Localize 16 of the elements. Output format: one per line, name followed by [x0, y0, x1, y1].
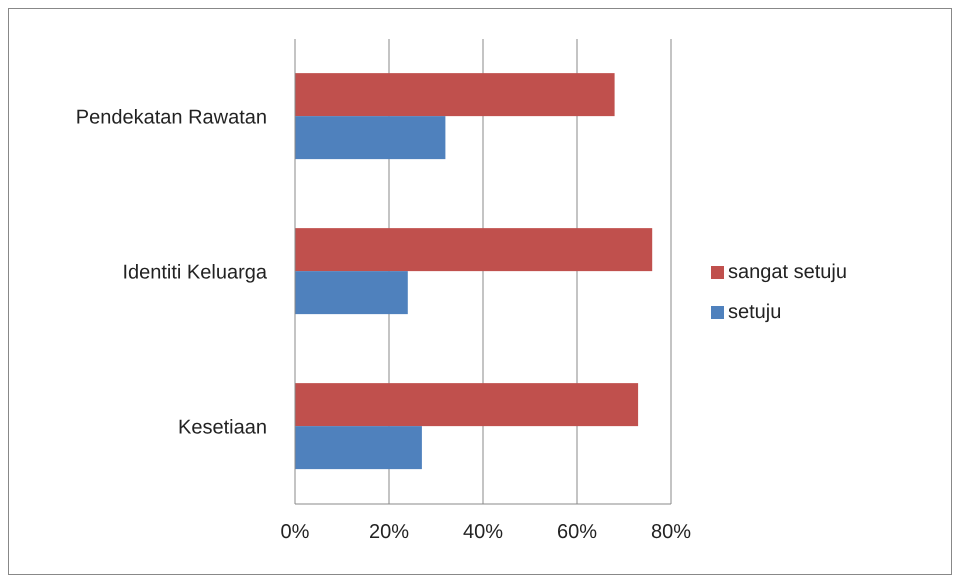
- y-tick-label: Kesetiaan: [178, 416, 267, 439]
- bar: [295, 426, 422, 470]
- y-tick-label: Identiti Keluarga: [122, 262, 268, 284]
- bar: [295, 73, 615, 116]
- legend-label: sangat setuju: [728, 260, 847, 282]
- bar: [295, 116, 446, 160]
- x-tick-label: 80%: [650, 521, 692, 544]
- bar: [295, 228, 652, 272]
- x-tick-label: 40%: [462, 521, 504, 544]
- x-tick-label: 60%: [556, 521, 598, 544]
- x-tick-label: 0%: [280, 521, 310, 544]
- legend-label: setuju: [728, 300, 782, 322]
- y-tick-label: Pendekatan Rawatan: [76, 106, 267, 129]
- bar: [295, 271, 408, 314]
- bar: [295, 383, 638, 426]
- x-tick-label: 20%: [368, 521, 410, 544]
